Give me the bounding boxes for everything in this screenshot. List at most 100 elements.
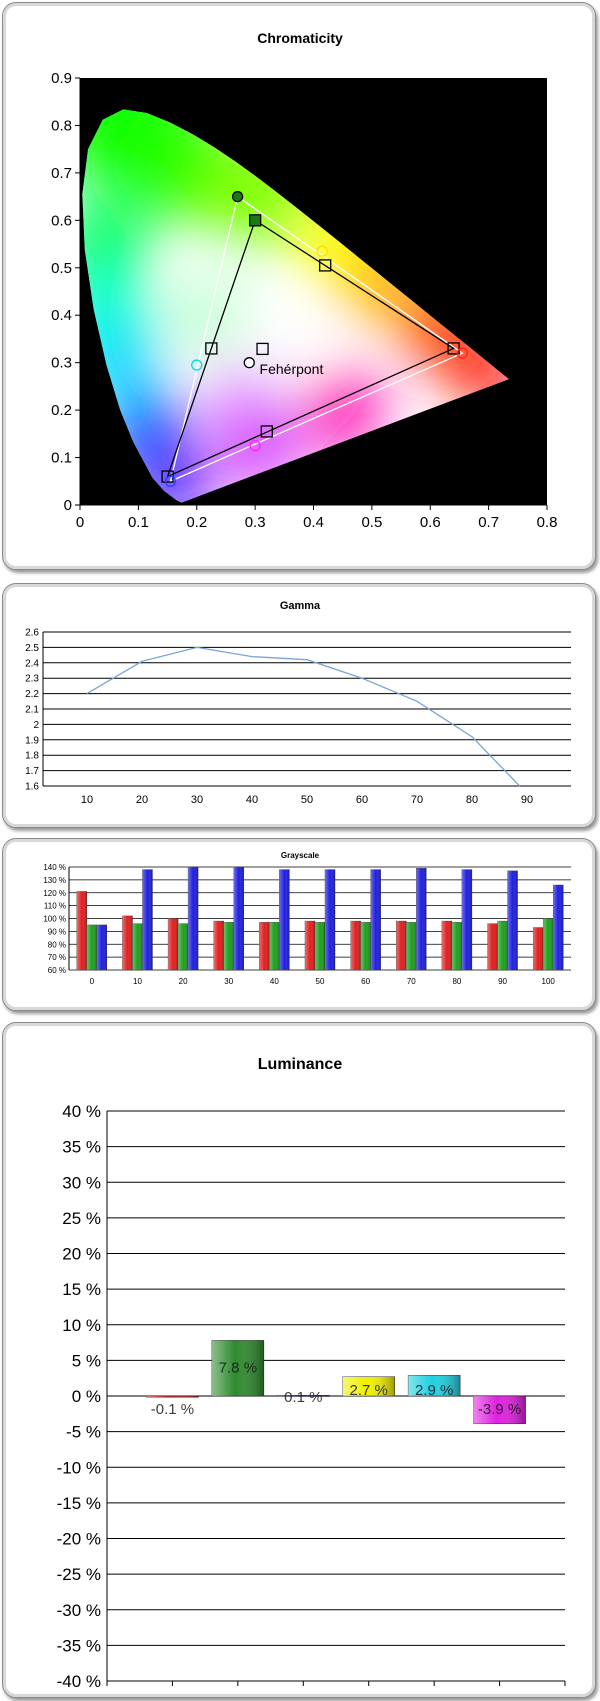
y-tick-label: 60 % <box>48 966 66 975</box>
y-tick-label: -25 % <box>57 1565 101 1584</box>
color-blob <box>237 313 308 384</box>
y-tick-label: 0.8 <box>51 117 72 134</box>
chromaticity-panel: Chromaticity 0 0.1 0.2 0.3 0.4 0.5 0.6 0.7 0.8 0 0… <box>2 2 596 570</box>
y-tick-label: 20 % <box>62 1245 101 1264</box>
x-tick-label: 70 <box>411 794 423 806</box>
y-tick-label: 120 % <box>43 889 66 898</box>
bar-shade <box>370 869 381 970</box>
x-tick-label: 0.4 <box>303 514 324 531</box>
luminance-bars: -0.1 % 7.8 % 0.1 % 2.7 % 2.9 % -3.9 % <box>146 1340 526 1425</box>
bar-shade <box>461 869 472 970</box>
y-tick-label: -35 % <box>57 1636 101 1655</box>
y-tick-label: 1.7 <box>25 766 39 777</box>
y-tick-label: 80 % <box>48 940 66 949</box>
x-tick-label: 0.5 <box>361 514 382 531</box>
reference-cyan-marker <box>205 342 218 355</box>
bar-shade <box>279 869 290 970</box>
y-tick-label: -20 % <box>57 1530 101 1549</box>
bar-shade <box>441 921 452 970</box>
bar-shade <box>132 923 143 970</box>
color-blob <box>168 275 249 356</box>
grayscale-bars <box>76 866 564 971</box>
bar-shade <box>168 918 179 970</box>
reference-red-marker <box>447 342 460 355</box>
y-tick-label: -5 % <box>66 1423 101 1442</box>
axes: 0 0.1 0.2 0.3 0.4 0.5 0.6 0.7 0.8 0 0.1 0.2 0.3 0.4 0.… <box>51 70 557 531</box>
y-tick-label: 35 % <box>62 1138 101 1157</box>
reference-gamut-triangle <box>166 219 455 478</box>
data-label: 0.1 % <box>284 1389 322 1406</box>
y-tick-label: -30 % <box>57 1601 101 1620</box>
y-tick-label: 2.5 <box>25 643 39 654</box>
bar-shade <box>497 921 508 970</box>
x-tick-label: 90 <box>521 794 533 806</box>
bar-shade <box>396 921 407 970</box>
y-tick-label: 1.6 <box>25 782 39 793</box>
bar-shade <box>406 922 417 970</box>
x-tick-label: 0.6 <box>420 514 441 531</box>
bar-shade <box>188 867 199 970</box>
measured-yellow-marker <box>316 245 328 257</box>
color-blob <box>82 199 149 290</box>
bar-shade <box>233 867 244 970</box>
reference-white-marker <box>256 342 269 356</box>
y-tick-label: 130 % <box>43 876 66 885</box>
reference-magenta-marker <box>260 425 273 438</box>
chart-title: Chromaticity <box>257 30 343 46</box>
bar-shade <box>211 1340 264 1396</box>
reference-yellow-marker <box>319 259 332 272</box>
color-blob <box>208 365 279 436</box>
y-tick-label: -40 % <box>57 1672 101 1691</box>
bar-shade <box>223 922 234 970</box>
y-tick-label: 40 % <box>62 1102 101 1121</box>
bar-shade <box>122 915 133 970</box>
measured-magenta-marker <box>249 440 261 452</box>
x-tick-label: 10 <box>81 794 93 806</box>
x-tick-label: 0.1 <box>128 514 149 531</box>
bar-shade <box>543 918 554 970</box>
x-tick-label: 0.7 <box>478 514 499 531</box>
bar-shade <box>408 1375 461 1396</box>
x-tick-label: 40 <box>246 794 258 806</box>
y-tick-label: 1.8 <box>25 751 39 762</box>
x-tick-label: 0 <box>90 977 95 986</box>
chart-title: Gamma <box>280 600 321 612</box>
x-tick-label: 80 <box>452 977 461 986</box>
bar-shade <box>325 869 335 970</box>
reference-green-marker <box>248 214 262 227</box>
measured-white-marker <box>243 357 255 369</box>
grayscale-panel: Grayscale 60 % 70 % 80 % 90 % 100 % 110 % 120 … <box>2 838 596 1011</box>
measured-gamut-triangle <box>169 195 464 483</box>
y-tick-label: 0 % <box>72 1387 101 1406</box>
y-tick-label: 10 % <box>62 1316 101 1335</box>
bar-shade <box>76 891 87 970</box>
chart-title: Grayscale <box>281 851 320 860</box>
x-tick-label: 30 <box>224 977 233 986</box>
gamut-marks <box>161 190 469 487</box>
y-tick-label: 15 % <box>62 1280 101 1299</box>
x-tick-label: 50 <box>316 977 325 986</box>
luminance-chart: Luminance 40 % 35 % 30 % 25 % 20 % 15 % 10 % 5 … <box>57 1056 566 1691</box>
y-tick-label: 0 <box>64 497 72 514</box>
data-label: 2.7 % <box>350 1382 388 1399</box>
x-tick-label: 20 <box>136 794 148 806</box>
bar-shade <box>553 885 564 970</box>
gamma-panel: Gamma 1.6 1.7 1.8 1.9 2 2.1 2.2 2.3 2.4 2.5 2.6 10 2… <box>2 583 596 828</box>
y-tick-label: 25 % <box>62 1209 101 1228</box>
y-tick-label: 0.6 <box>51 212 72 229</box>
y-tick-label: 0.5 <box>51 260 72 277</box>
y-tick-label: 100 % <box>43 915 66 924</box>
bar-shade <box>259 922 270 970</box>
x-tick-label: 30 <box>191 794 203 806</box>
bar-shade <box>315 922 325 970</box>
x-tick-label: 60 <box>361 977 370 986</box>
axes: 1.6 1.7 1.8 1.9 2 2.1 2.2 2.3 2.4 2.5 2.6 10 20 30 40 5… <box>25 628 571 806</box>
y-tick-label: 5 % <box>72 1351 101 1370</box>
y-tick-label: 90 % <box>48 927 66 936</box>
bar-shade <box>305 921 315 970</box>
y-tick-label: 70 % <box>48 953 66 962</box>
x-tick-label: 90 <box>498 977 507 986</box>
bar-shade <box>350 921 361 970</box>
y-tick-label: 1.9 <box>25 735 39 746</box>
luminance-panel: Luminance 40 % 35 % 30 % 25 % 20 % 15 % 10 % 5 … <box>2 1022 596 1698</box>
